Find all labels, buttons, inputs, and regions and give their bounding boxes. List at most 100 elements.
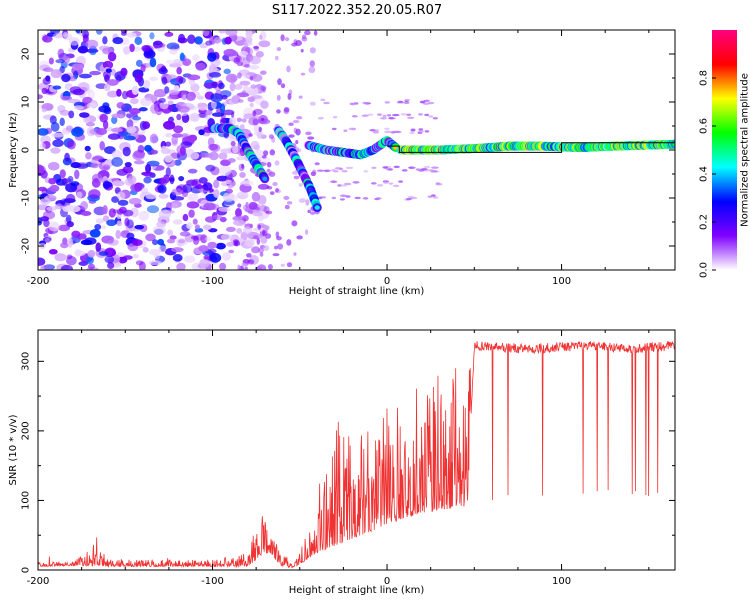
harmonic-cell — [409, 131, 415, 135]
harmonic-cell — [345, 166, 354, 170]
noise-cell — [152, 40, 164, 49]
noise-cell — [106, 79, 119, 86]
noise-cell — [262, 229, 266, 236]
noise-cell — [149, 133, 159, 144]
x-axis-label: Height of straight line (km) — [289, 286, 425, 297]
noise-cell — [138, 107, 148, 112]
noise-cell — [218, 30, 226, 34]
noise-cell — [142, 121, 151, 130]
harmonic-cell — [371, 166, 377, 170]
noise-cell — [219, 165, 232, 176]
colorbar: 0.0 0.2 0.4 0.6 0.8 Normalized spectral ampli… — [699, 30, 750, 278]
noise-cell — [65, 204, 74, 210]
noise-cell — [70, 181, 80, 187]
noise-cell — [225, 226, 236, 233]
noise-cell — [253, 144, 261, 151]
harmonic-cell — [401, 169, 408, 172]
harmonic-cell — [415, 168, 421, 171]
harmonic-cell — [363, 170, 369, 173]
noise-cell — [61, 130, 71, 135]
x-tick-label: 0 — [384, 276, 390, 287]
noise-cell — [248, 201, 258, 210]
y-tick-label: 20 — [21, 48, 32, 61]
noise-cell — [248, 65, 260, 70]
harmonic-cell — [333, 170, 339, 173]
noise-cell — [310, 211, 316, 215]
noise-cell — [76, 191, 83, 199]
noise-cell — [165, 59, 174, 64]
noise-cell — [231, 95, 241, 104]
noise-cell — [61, 73, 71, 83]
noise-cell — [286, 262, 293, 268]
noise-cell — [164, 86, 170, 94]
noise-cell — [167, 229, 174, 236]
noise-cell — [280, 34, 285, 42]
noise-cell — [185, 91, 196, 102]
x-tick-label: 0 — [384, 576, 390, 587]
noise-cell — [158, 209, 171, 220]
y-tick-label: 300 — [21, 352, 32, 371]
noise-cell — [275, 187, 280, 193]
noise-cell — [65, 214, 72, 224]
harmonic-cell — [323, 101, 330, 105]
noise-cell — [38, 94, 43, 100]
noise-cell — [309, 47, 316, 54]
noise-cell — [252, 110, 257, 117]
noise-cell — [60, 242, 69, 249]
noise-cell — [192, 54, 200, 62]
harmonic-cell — [398, 180, 403, 183]
noise-cell — [194, 224, 200, 230]
noise-cell — [189, 151, 200, 160]
harmonic-cell — [316, 169, 325, 172]
noise-cell — [180, 91, 188, 100]
noise-cell — [203, 224, 212, 231]
harmonic-cell — [392, 184, 400, 188]
noise-cell — [158, 193, 169, 199]
noise-cell — [236, 191, 249, 200]
noise-cell — [267, 264, 273, 270]
noise-cell — [249, 102, 254, 108]
noise-cell — [143, 49, 156, 59]
noise-cell — [205, 236, 212, 242]
noise-cell — [98, 251, 109, 256]
noise-cell — [230, 140, 236, 147]
noise-cell — [103, 83, 111, 92]
noise-cell — [187, 34, 196, 45]
noise-cell — [75, 163, 89, 169]
colorbar-label: Normalized spectral amplitude — [740, 73, 750, 227]
y-tick-label: 10 — [21, 96, 32, 109]
noise-cell — [167, 95, 177, 100]
noise-cell — [258, 40, 271, 48]
noise-cell — [111, 127, 123, 133]
noise-cell — [50, 121, 60, 132]
noise-cell — [255, 50, 264, 58]
noise-cell — [161, 76, 168, 85]
noise-cell — [182, 183, 193, 193]
noise-cell — [61, 95, 73, 101]
noise-cell — [257, 264, 267, 270]
y-tick-label: 0 — [21, 567, 32, 573]
noise-cell — [268, 171, 276, 177]
noise-cell — [99, 113, 108, 123]
noise-cell — [150, 104, 159, 114]
chart-title: S117.2022.352.20.05.R07 — [272, 3, 442, 18]
noise-cell — [219, 90, 232, 98]
noise-cell — [188, 79, 196, 87]
noise-cell — [105, 68, 112, 73]
noise-cell — [172, 219, 183, 225]
noise-cell — [207, 52, 217, 62]
noise-cell — [95, 127, 108, 135]
harmonic-cell — [428, 101, 435, 105]
harmonic-cell — [404, 98, 411, 102]
noise-cell — [170, 202, 179, 209]
noise-cell — [203, 202, 216, 211]
harmonic-cell — [384, 101, 390, 104]
harmonic-cell — [348, 127, 355, 131]
noise-cell — [219, 262, 227, 270]
noise-cell — [170, 247, 184, 253]
noise-cell — [52, 32, 65, 39]
harmonic-cell — [334, 167, 343, 170]
noise-cell — [140, 187, 149, 194]
noise-cell — [233, 240, 241, 247]
